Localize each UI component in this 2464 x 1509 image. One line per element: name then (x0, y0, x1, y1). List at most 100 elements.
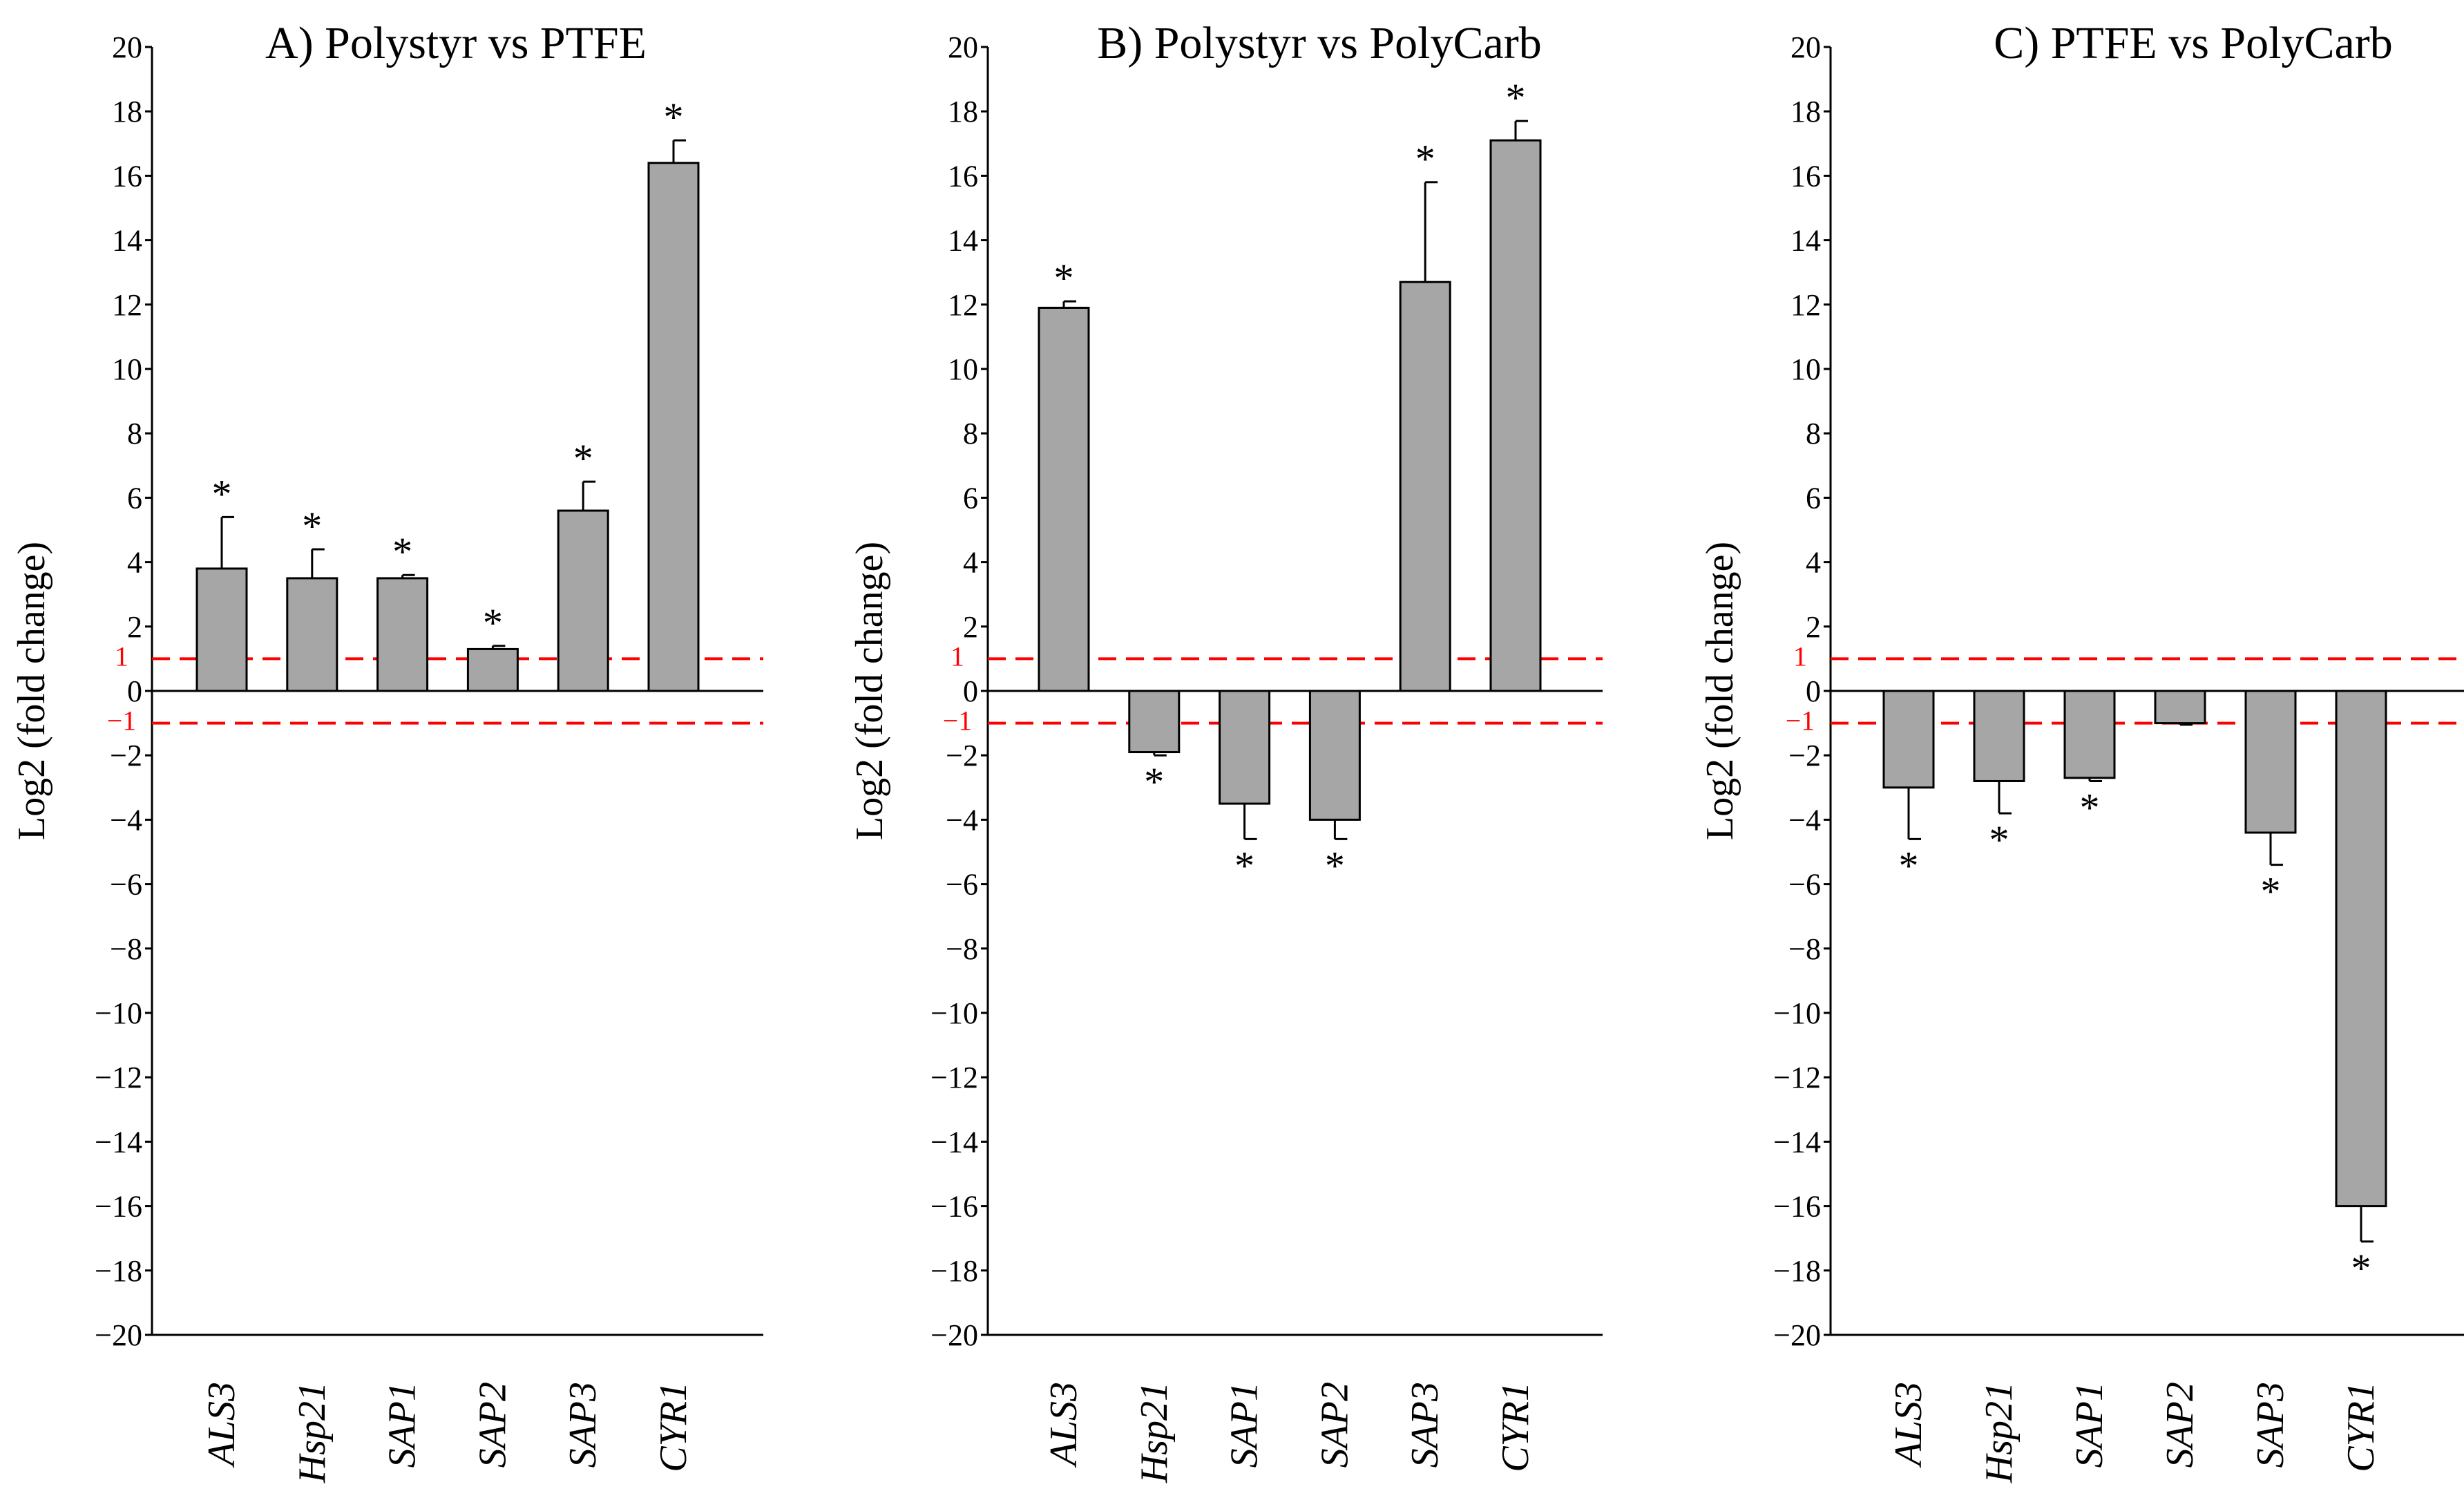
panel-b-y-tick-label: 2 (963, 610, 978, 644)
panel-c-category-label-cyr1: CYR1 (2340, 1382, 2382, 1472)
panel-b-significance-sap3: * (1415, 137, 1435, 182)
panel-b-reference-label-1: 1 (951, 640, 964, 672)
panel-c-bar-cyr1 (2335, 690, 2387, 1208)
panel-a-y-tick-label: 2 (127, 610, 142, 644)
panel-b-title: B) Polystyr vs PolyCarb (1097, 18, 1542, 68)
panel-c-y-tick-label: 16 (1790, 159, 1821, 193)
panel-c-category-label-sap1: SAP1 (2068, 1382, 2111, 1468)
panel-c-y-tick-label: −16 (1773, 1190, 1821, 1224)
panel-b-y-axis-label: Log2 (fold change) (848, 542, 891, 840)
panel-a-significance-hsp21: * (302, 504, 322, 549)
panel-a-y-tick-label: −12 (95, 1061, 142, 1094)
panel-c-y-tick-label: −2 (1788, 739, 1821, 772)
panel-a-category-label-sap1: SAP1 (381, 1382, 424, 1468)
panel-b-y-tick-label: 6 (963, 481, 978, 515)
panel-a-category-label-sap2: SAP2 (471, 1382, 514, 1468)
panel-c-bar-sap2 (2154, 690, 2206, 725)
panel-b-y-tick-label: −2 (946, 739, 978, 772)
panel-b-bar-cyr1 (1489, 139, 1542, 692)
panel-c-bar-sap1 (2063, 690, 2116, 779)
panel-b-significance-sap1: * (1234, 843, 1254, 888)
panel-a-y-tick-label: −18 (95, 1254, 142, 1288)
panel-b-y-tick-label: 18 (948, 95, 978, 129)
panel-b-significance-als3: * (1054, 256, 1074, 301)
panel-b-y-tick-label: 14 (948, 224, 978, 258)
panel-c-y-tick-label: −20 (1773, 1318, 1821, 1352)
panel-b-y-tick-label: −12 (930, 1061, 978, 1094)
panel-c-y-tick-label: 0 (1806, 674, 1821, 708)
panel-a-y-tick-label: 4 (127, 546, 142, 580)
panel-c-title: C) PTFE vs PolyCarb (1994, 18, 2393, 68)
panel-a-y-tick-label: 16 (112, 159, 142, 193)
panel-c-bar-sap3 (2244, 690, 2297, 834)
panel-b-significance-sap2: * (1325, 843, 1345, 888)
panel-a-y-tick-label: −2 (110, 739, 142, 772)
panel-a-title: A) Polystyr vs PTFE (265, 18, 647, 68)
panel-c-y-tick-label: 18 (1790, 95, 1821, 129)
panel-c-category-label-hsp21: Hsp21 (1978, 1382, 2021, 1483)
panel-a-bar-cyr1 (647, 162, 700, 692)
panel-b-reference-label-2: −1 (943, 705, 973, 737)
panel-c-y-tick-label: 10 (1790, 352, 1821, 386)
panel-c-reference-label-2: −1 (1786, 705, 1815, 737)
panel-b-bar-sap1 (1219, 690, 1271, 805)
panel-b-y-tick-label: −14 (930, 1125, 978, 1159)
panel-b-y-tick-label: −8 (946, 932, 978, 966)
panel-b-y-tick-label: 0 (963, 674, 978, 708)
panel-a-bar-sap1 (376, 577, 429, 692)
panel-a-y-tick-label: −10 (95, 996, 142, 1030)
panel-c-y-tick-label: −14 (1773, 1125, 1821, 1159)
panel-b-category-label-sap3: SAP3 (1404, 1382, 1446, 1468)
panel-c-significance-sap3: * (2261, 869, 2281, 914)
panel-c-significance-cyr1: * (2351, 1246, 2371, 1291)
panel-a-bar-sap2 (466, 647, 519, 692)
panel-b-y-tick-label: 12 (948, 288, 978, 322)
panel-c-significance-hsp21: * (1989, 817, 2009, 862)
panel-a-category-label-cyr1: CYR1 (652, 1382, 695, 1472)
panel-a-significance-sap1: * (392, 529, 412, 574)
panel-c-bar-hsp21 (1973, 690, 2025, 782)
panel-b-y-tick-label: −4 (946, 803, 978, 837)
panel-a-y-tick-label: 20 (112, 30, 142, 64)
panel-c-y-tick-label: −8 (1788, 932, 1821, 966)
panel-a-significance-als3: * (212, 471, 232, 516)
panel-a-significance-sap3: * (573, 436, 593, 481)
panel-c-significance-als3: * (1899, 843, 1919, 888)
panel-b-category-label-sap1: SAP1 (1223, 1382, 1266, 1468)
panel-c-y-tick-label: −10 (1773, 996, 1821, 1030)
panel-c-y-tick-label: 14 (1790, 224, 1821, 258)
panel-c-category-label-sap3: SAP3 (2249, 1382, 2292, 1468)
panel-b-bar-sap3 (1399, 281, 1451, 692)
panel-c-y-tick-label: −12 (1773, 1061, 1821, 1094)
panel-b-bar-sap2 (1308, 690, 1361, 821)
panel-b-y-tick-label: 10 (948, 352, 978, 386)
panel-c-y-tick-label: −4 (1788, 803, 1821, 837)
panel-a-y-tick-label: 10 (112, 352, 142, 386)
panel-b-significance-cyr1: * (1506, 75, 1526, 120)
panel-a-significance-sap2: * (483, 600, 503, 645)
panel-a-y-tick-label: −8 (110, 932, 142, 966)
panel-b-significance-hsp21: * (1144, 759, 1164, 804)
panel-c-y-tick-label: 12 (1790, 288, 1821, 322)
panel-b-category-label-cyr1: CYR1 (1494, 1382, 1537, 1472)
panel-a-category-label-hsp21: Hsp21 (291, 1382, 334, 1483)
panel-b-category-label-als3: ALS3 (1042, 1382, 1085, 1468)
panel-c-reference-label-1: 1 (1793, 640, 1807, 672)
panel-b-y-tick-label: 20 (948, 30, 978, 64)
panel-b-y-tick-label: −20 (930, 1318, 978, 1352)
panel-b-y-tick-label: −10 (930, 996, 978, 1030)
panel-b-y-tick-label: 16 (948, 159, 978, 193)
panel-a-y-tick-label: 18 (112, 95, 142, 129)
panel-b-bar-hsp21 (1128, 690, 1181, 754)
panel-a-y-tick-label: −6 (110, 868, 142, 902)
panel-c-y-tick-label: 4 (1806, 546, 1821, 580)
panel-a-y-tick-label: 6 (127, 481, 142, 515)
panel-b: B) Polystyr vs PolyCarb Log2 (fold change… (848, 18, 1603, 1483)
panel-a-bar-hsp21 (286, 577, 338, 692)
panel-c-bar-als3 (1882, 690, 1935, 789)
panel-c-y-tick-label: 2 (1806, 610, 1821, 644)
panel-c-significance-sap1: * (2080, 785, 2100, 830)
